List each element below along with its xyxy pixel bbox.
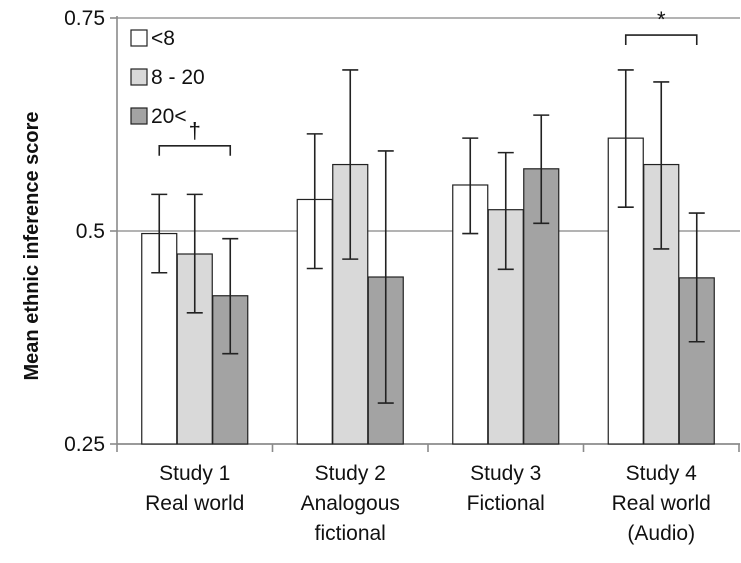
y-tick-label-0: 0.25 bbox=[64, 433, 105, 456]
legend-label-2: 20< bbox=[151, 105, 187, 128]
legend-label-0: <8 bbox=[151, 27, 175, 50]
x-category-label-1-0: Study 2 bbox=[315, 462, 386, 485]
x-category-label-1-1: Analogous bbox=[301, 492, 400, 515]
significance-bracket-1 bbox=[624, 34, 698, 46]
x-category-label-2-1: Fictional bbox=[467, 492, 545, 515]
x-category-label-3-0: Study 4 bbox=[626, 462, 698, 485]
x-category-label-1-2: fictional bbox=[315, 522, 386, 545]
bar-s1-c1 bbox=[332, 163, 369, 445]
error-bars bbox=[151, 69, 705, 404]
significance-marker-0: † bbox=[189, 118, 201, 143]
bars bbox=[141, 137, 715, 445]
legend: <8 8 - 20 20< bbox=[130, 27, 205, 128]
x-category-label-3-2: (Audio) bbox=[627, 522, 695, 545]
legend-swatch-1 bbox=[130, 68, 148, 86]
legend-swatch-2 bbox=[130, 107, 148, 125]
bar-s0-c1 bbox=[296, 198, 333, 445]
x-category-label-2-0: Study 3 bbox=[470, 462, 541, 485]
significance-bracket-0 bbox=[158, 145, 232, 156]
x-category-label-3-1: Real world bbox=[612, 492, 711, 515]
x-category-label-0-1: Real world bbox=[145, 492, 244, 515]
significance-marker-1: * bbox=[657, 7, 666, 32]
significance-annotations: †* bbox=[158, 7, 698, 156]
x-category-label-0-0: Study 1 bbox=[159, 462, 230, 485]
labels: 0.25 0.5 0.75 Mean ethnic inference score St… bbox=[21, 7, 711, 545]
legend-swatch-0 bbox=[130, 29, 148, 47]
y-tick-label-2: 0.75 bbox=[64, 7, 105, 30]
y-axis-title: Mean ethnic inference score bbox=[21, 112, 43, 381]
legend-label-1: 8 - 20 bbox=[151, 66, 205, 89]
y-tick-label-1: 0.5 bbox=[76, 220, 105, 243]
